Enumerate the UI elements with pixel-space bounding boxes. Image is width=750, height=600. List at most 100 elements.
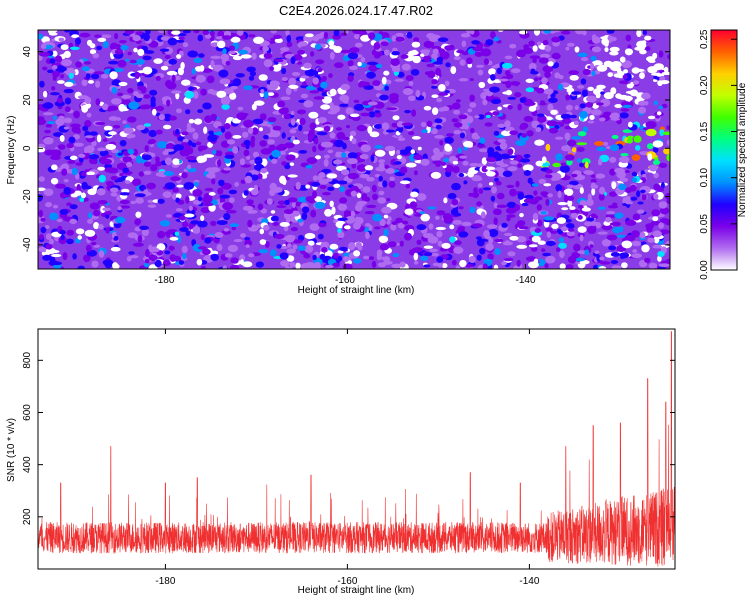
heatmap-cell (95, 98, 101, 106)
heatmap-cell (72, 253, 77, 260)
heatmap-cell (311, 182, 320, 187)
heatmap-cell (423, 264, 431, 268)
heatmap-cell (590, 55, 597, 62)
heatmap-cell (535, 160, 544, 167)
heatmap-cell (619, 80, 629, 84)
snr-x-ticks: -180 -160 -140 (155, 329, 540, 587)
heatmap-cell (562, 118, 572, 124)
heatmap-cell (323, 125, 331, 132)
heatmap-cell (323, 159, 329, 167)
heatmap-cell (593, 264, 599, 269)
heatmap-cell (273, 34, 282, 40)
heatmap-cell (197, 196, 203, 202)
heatmap-cell (546, 240, 556, 247)
heatmap-cell (490, 74, 496, 81)
heatmap-cell (656, 187, 665, 192)
heatmap-cell (411, 109, 417, 117)
heatmap-cell (385, 129, 395, 133)
heatmap-cell (200, 207, 211, 214)
heatmap-cell (663, 66, 669, 73)
heatmap-cell (247, 219, 253, 228)
heatmap-cell (251, 103, 257, 111)
heatmap-cell (218, 69, 229, 78)
heatmap-cell (383, 70, 390, 76)
heatmap-cell (396, 121, 405, 128)
heatmap-cell (630, 196, 638, 201)
heatmap-cell (150, 96, 156, 105)
heatmap-cell (252, 118, 264, 125)
heatmap-cell (510, 68, 521, 74)
heatmap-cell (502, 91, 513, 95)
heatmap-cell (476, 64, 485, 68)
heatmap-cell (178, 36, 185, 40)
heatmap-cell (550, 93, 556, 98)
heatmap-cell (573, 243, 581, 252)
heatmap-cell (138, 171, 145, 177)
heatmap-cell (312, 77, 319, 85)
heatmap-cell (507, 155, 517, 159)
heatmap-cell (549, 230, 558, 234)
heatmap-cell (451, 259, 457, 266)
heatmap-cell (555, 153, 563, 161)
heatmap-cell (52, 50, 58, 57)
heatmap-cell (119, 40, 127, 44)
heatmap-cell (333, 183, 341, 188)
heatmap-cell (616, 234, 626, 238)
heatmap-cell (44, 225, 50, 229)
heatmap-cell (541, 77, 548, 85)
heatmap-cell (444, 145, 453, 152)
heatmap-cell (629, 184, 637, 192)
heatmap-cell (267, 139, 275, 145)
heatmap-cell (119, 140, 127, 147)
heatmap-cell (637, 201, 644, 205)
heatmap-cell (652, 216, 659, 222)
heatmap-cell (489, 86, 500, 93)
heatmap-cell (566, 42, 575, 47)
heatmap-cell (135, 71, 140, 79)
heatmap-cell (315, 59, 325, 65)
heatmap-cell (80, 172, 87, 177)
heatmap-cell (350, 190, 357, 197)
heatmap-cell (556, 228, 562, 234)
heatmap-cell (86, 171, 95, 176)
heatmap-cell (490, 195, 496, 202)
heatmap-cell (502, 170, 513, 177)
heatmap-cell (573, 120, 579, 126)
heatmap-cell (303, 131, 310, 135)
heatmap-cell (480, 48, 492, 57)
heatmap-cell (444, 80, 450, 87)
heatmap-cell (312, 254, 317, 261)
heatmap-cell (281, 67, 287, 75)
heatmap-cell (416, 239, 422, 245)
heatmap-cell (507, 96, 517, 100)
heatmap-cell (97, 200, 108, 205)
heatmap-cell (298, 150, 308, 154)
heatmap-cell (457, 147, 462, 154)
heatmap-cell (609, 156, 617, 163)
heatmap-cell (77, 265, 86, 269)
heatmap-cell (491, 98, 501, 104)
snr-frame (37, 328, 676, 570)
heatmap-cell (453, 130, 461, 135)
heatmap-cell (561, 207, 569, 211)
heatmap-cell (533, 30, 541, 36)
heatmap-cell (186, 156, 197, 161)
heatmap-cell (496, 67, 502, 75)
heatmap-cell (117, 206, 122, 211)
heatmap-cell (476, 201, 482, 207)
heatmap-cell (243, 149, 250, 157)
heatmap-cell (272, 221, 280, 226)
heatmap-cell (527, 101, 536, 106)
heatmap-cell (472, 135, 481, 140)
heatmap-cell (168, 144, 175, 148)
heatmap-cell (547, 193, 553, 198)
heatmap-cell (61, 59, 72, 67)
heatmap-cell (461, 221, 472, 227)
heatmap-cell (180, 61, 185, 70)
heatmap-cell (366, 71, 376, 79)
heatmap-cell (610, 112, 620, 119)
heatmap-cell (84, 120, 92, 128)
heatmap-cell (350, 210, 356, 217)
heatmap-cell (493, 264, 499, 269)
heatmap-cell (304, 233, 316, 240)
